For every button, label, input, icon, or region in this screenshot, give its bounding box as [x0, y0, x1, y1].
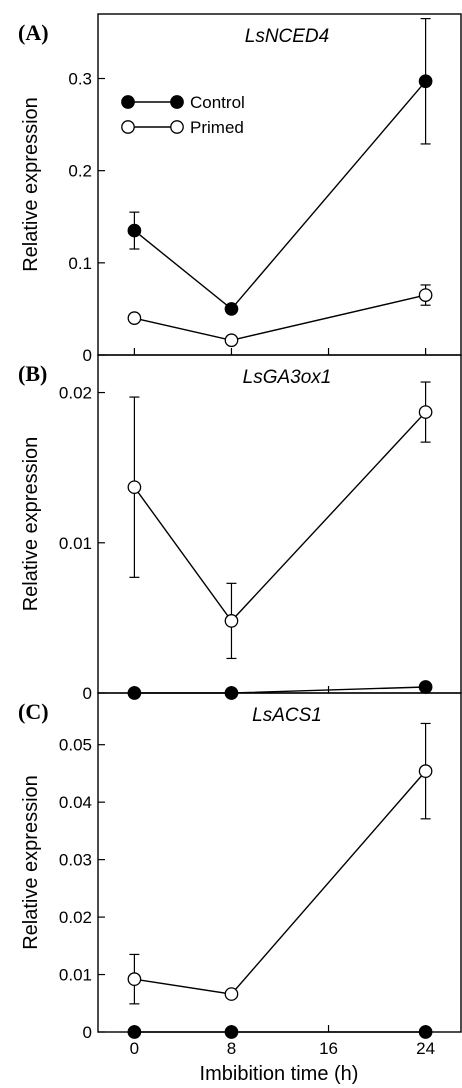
series-line-primed [133, 411, 427, 622]
y-axis-label: Relative expression [20, 775, 42, 950]
data-point-control [224, 302, 239, 316]
data-point-primed [127, 972, 142, 986]
data-point-primed [418, 764, 433, 778]
y-tick-label: 0.3 [68, 70, 92, 89]
y-axis-label: Relative expression [20, 97, 42, 272]
y-tick-label: 0.05 [59, 736, 92, 755]
data-point-control [418, 1025, 433, 1039]
legend-label: Control [190, 93, 245, 112]
series-line-control [134, 686, 426, 694]
data-point-primed [224, 987, 239, 1001]
data-point-primed [224, 614, 239, 628]
plot-frame [97, 13, 462, 356]
y-tick-label: 0.01 [59, 534, 92, 553]
panel-a: 0 0.1 0.2 0.3 Relative expression LsNCED4 (A) [18, 13, 462, 365]
x-axis-label: Imbibition time (h) [200, 1063, 359, 1085]
legend-label: Primed [190, 118, 244, 137]
data-point-primed [127, 311, 142, 325]
x-tick-label: 24 [416, 1039, 435, 1058]
legend-marker [121, 95, 135, 109]
plot-frame [97, 692, 462, 1033]
y-tick-label: 0.02 [59, 384, 92, 403]
data-point-control [127, 223, 142, 238]
data-point-primed [127, 480, 142, 495]
panel-label: (C) [18, 699, 49, 724]
data-point-primed [224, 333, 239, 348]
y-tick-label: 0 [83, 1023, 92, 1042]
y-tick-label: 0.1 [68, 254, 92, 273]
y-tick-label: 0 [83, 684, 92, 703]
legend-marker [170, 120, 184, 134]
panel-c: 0 0.01 0.02 0.03 0.04 0.05 Relative expression… [18, 692, 462, 1042]
plot-frame [97, 354, 462, 694]
series-line-primed [134, 294, 426, 341]
panel-label: (A) [18, 20, 49, 45]
panel-title: LsNCED4 [245, 26, 329, 47]
data-point-control [418, 680, 433, 694]
series-line-control [133, 80, 427, 310]
x-tick-label: 0 [130, 1039, 139, 1058]
y-tick-label: 0.2 [68, 162, 92, 181]
data-point-control [224, 1025, 239, 1039]
panel-title: LsGA3ox1 [243, 367, 332, 388]
series-line-primed [134, 770, 427, 995]
panel-title: LsACS1 [252, 705, 322, 726]
y-tick-label: 0.04 [59, 793, 92, 812]
legend-marker [121, 120, 135, 134]
panel-label: (B) [18, 361, 47, 386]
y-tick-label: 0 [83, 346, 92, 365]
data-point-primed [418, 405, 433, 419]
data-point-primed [418, 288, 433, 302]
data-point-control [418, 74, 433, 89]
legend-marker [170, 95, 184, 109]
legend: Control Primed [121, 93, 245, 137]
y-tick-label: 0.02 [59, 908, 92, 927]
y-axis-label: Relative expression [20, 437, 42, 612]
x-tick-label: 16 [319, 1039, 338, 1058]
y-tick-label: 0.03 [59, 851, 92, 870]
x-tick-label: 8 [227, 1039, 236, 1058]
y-tick-label: 0.01 [59, 966, 92, 985]
panel-b: 0 0.01 0.02 Relative expression LsGA3ox1 (B) [18, 354, 462, 703]
data-point-control [127, 1025, 142, 1039]
